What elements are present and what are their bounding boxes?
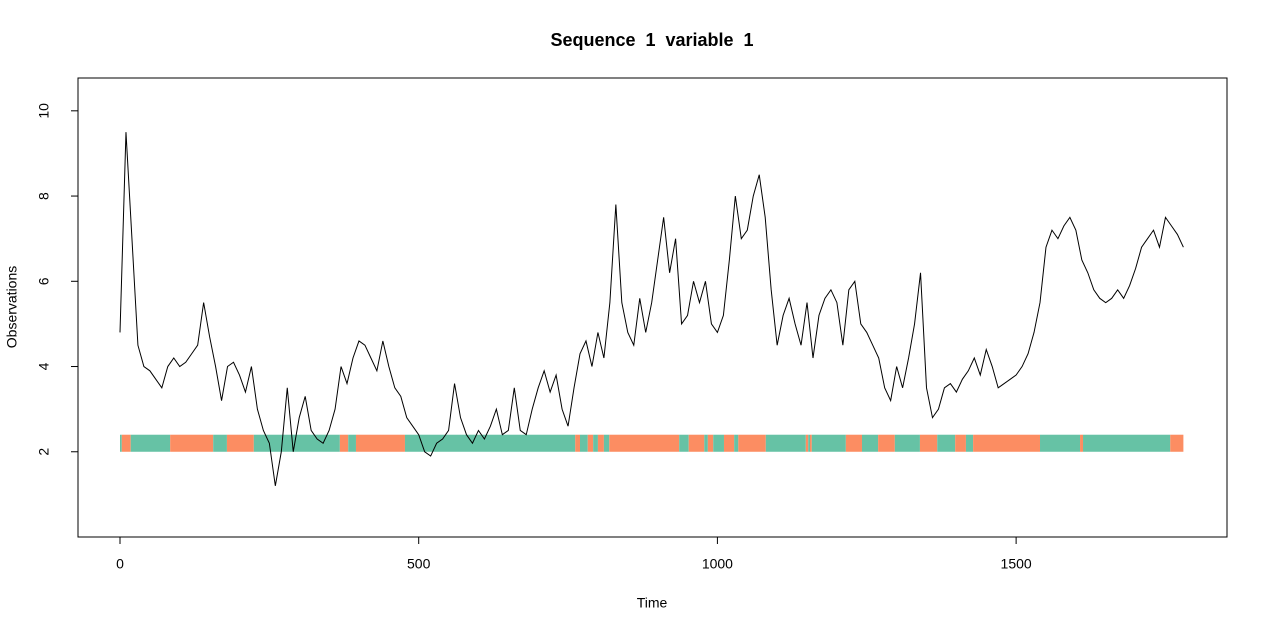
state-band <box>348 434 356 452</box>
data-line <box>119 132 1184 486</box>
y-tick-label: 8 <box>36 192 52 200</box>
state-band <box>973 434 1041 452</box>
x-tick-label: 1500 <box>1001 556 1032 572</box>
state-band <box>609 434 680 452</box>
state-band <box>713 434 724 452</box>
state-band <box>119 434 122 452</box>
state-band <box>765 434 806 452</box>
y-tick-label: 4 <box>36 362 52 370</box>
state-band <box>955 434 966 452</box>
state-band <box>919 434 938 452</box>
x-axis-label: Time <box>637 595 668 611</box>
state-band <box>878 434 895 452</box>
x-tick-label: 1000 <box>702 556 733 572</box>
state-band <box>355 434 405 452</box>
state-band <box>707 434 714 452</box>
state-band <box>845 434 862 452</box>
state-band <box>810 434 812 452</box>
state-band <box>679 434 689 452</box>
state-band <box>1080 434 1084 452</box>
state-band <box>937 434 956 452</box>
state-band <box>575 434 581 452</box>
state-band <box>226 434 254 452</box>
state-band <box>587 434 594 452</box>
y-tick-label: 10 <box>36 103 52 119</box>
state-band <box>1083 434 1171 452</box>
chart-title: Sequence 1 variable 1 <box>550 30 753 50</box>
state-band <box>121 434 131 452</box>
state-band <box>811 434 846 452</box>
state-band <box>861 434 879 452</box>
state-band <box>734 434 739 452</box>
state-band <box>1040 434 1081 452</box>
x-tick-label: 0 <box>116 556 124 572</box>
state-band <box>213 434 227 452</box>
state-band <box>580 434 588 452</box>
state-band <box>688 434 705 452</box>
state-band <box>339 434 349 452</box>
state-band <box>603 434 610 452</box>
state-band <box>1170 434 1184 452</box>
y-tick-label: 6 <box>36 277 52 285</box>
x-tick-label: 500 <box>407 556 431 572</box>
y-tick-label: 2 <box>36 448 52 456</box>
state-band <box>723 434 735 452</box>
state-band <box>593 434 598 452</box>
y-axis-label: Observations <box>4 266 20 348</box>
state-band <box>808 434 811 452</box>
state-band <box>404 434 576 452</box>
state-band <box>965 434 974 452</box>
state-band <box>894 434 920 452</box>
state-band <box>597 434 604 452</box>
state-band <box>704 434 708 452</box>
state-band <box>738 434 766 452</box>
plot-frame <box>77 77 1228 538</box>
state-band <box>805 434 809 452</box>
state-band <box>130 434 171 452</box>
state-band <box>253 434 340 452</box>
state-band <box>170 434 214 452</box>
